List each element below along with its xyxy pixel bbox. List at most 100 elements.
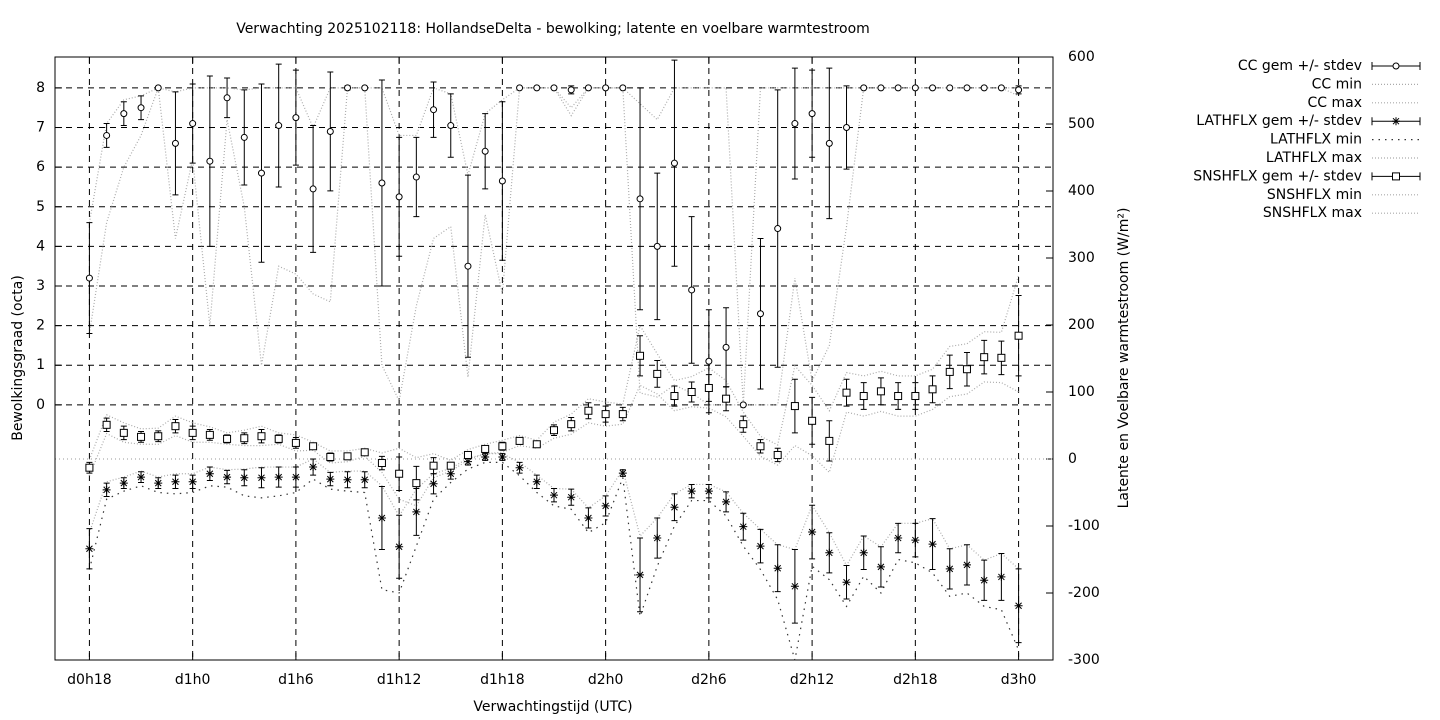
data-point (309, 185, 317, 193)
data-point (412, 479, 421, 488)
data-point (688, 286, 696, 294)
data-point (120, 110, 128, 118)
data-point (223, 434, 232, 443)
data-point (429, 479, 438, 488)
data-point (584, 84, 592, 92)
data-point (1014, 601, 1023, 610)
data-point (446, 461, 455, 470)
data-point (687, 487, 696, 496)
y-tick-label: 8 (36, 80, 45, 96)
data-point (498, 442, 507, 451)
data-point (980, 576, 989, 585)
x-tick-label: d2h0 (588, 672, 624, 688)
data-point (928, 540, 937, 549)
y2-tick-label: -300 (1068, 652, 1100, 668)
y2-tick-label: 400 (1068, 183, 1095, 199)
data-point (653, 534, 662, 543)
x-tick-label: d1h0 (175, 672, 211, 688)
data-point (722, 497, 731, 506)
data-point (360, 475, 369, 484)
y-tick-label: 1 (36, 357, 45, 373)
data-point (911, 84, 919, 92)
x-tick-label: d3h0 (1001, 672, 1037, 688)
data-point (154, 432, 163, 441)
data-point (274, 473, 283, 482)
data-point (602, 84, 610, 92)
data-point (963, 84, 971, 92)
data-point (481, 452, 490, 461)
data-point (911, 536, 920, 545)
data-point (756, 442, 765, 451)
data-point (257, 473, 266, 482)
data-point (205, 430, 214, 439)
data-point (395, 193, 403, 201)
data-point (774, 225, 782, 233)
data-point (739, 401, 747, 409)
data-point (653, 242, 661, 250)
data-point (860, 84, 868, 92)
y-tick-label: 6 (36, 159, 45, 175)
y-tick-label: 3 (36, 278, 45, 294)
data-point (567, 86, 575, 94)
y-tick-label: 2 (36, 318, 45, 334)
legend-label: LATHFLX max (1266, 150, 1362, 166)
data-point (705, 357, 713, 365)
data-point (292, 114, 300, 122)
data-point (395, 542, 404, 551)
legend-label: CC min (1312, 76, 1362, 92)
data-point (894, 392, 903, 401)
data-point (567, 420, 576, 429)
data-point (188, 428, 197, 437)
data-point (326, 127, 334, 135)
data-point (395, 469, 404, 478)
data-point (85, 544, 94, 553)
data-point (756, 542, 765, 551)
data-point (412, 173, 420, 181)
data-point (344, 84, 352, 92)
y-tick-label: 0 (36, 397, 45, 413)
data-point (343, 452, 352, 461)
data-point (309, 442, 318, 451)
data-point (636, 351, 645, 360)
data-point (618, 410, 627, 419)
data-point (859, 392, 868, 401)
data-point (446, 469, 455, 478)
data-point (962, 560, 971, 569)
data-point (1014, 331, 1023, 340)
data-point (739, 522, 748, 531)
data-point (85, 274, 93, 282)
data-point (205, 469, 214, 478)
data-point (584, 513, 593, 522)
data-point (722, 343, 730, 351)
data-point (601, 501, 610, 510)
data-point (532, 477, 541, 486)
data-point (876, 562, 885, 571)
data-point (601, 410, 610, 419)
data-point (980, 84, 988, 92)
data-point (962, 365, 971, 374)
x-tick-label: d2h6 (691, 672, 727, 688)
data-point (808, 528, 817, 537)
data-point (808, 110, 816, 118)
x-tick-label: d1h6 (278, 672, 314, 688)
data-point (515, 436, 524, 445)
data-point (102, 420, 111, 429)
data-point (119, 428, 128, 437)
data-point (515, 463, 524, 472)
data-point (257, 169, 265, 177)
legend-label: CC max (1307, 95, 1362, 111)
data-point (945, 564, 954, 573)
y2-tick-label: 0 (1068, 451, 1077, 467)
data-point (189, 120, 197, 128)
data-point (584, 406, 593, 415)
data-point (498, 177, 506, 185)
data-point (619, 84, 627, 92)
data-point (464, 262, 472, 270)
data-point (704, 383, 713, 392)
data-point (773, 450, 782, 459)
data-point (103, 131, 111, 139)
y2-tick-label: 100 (1068, 384, 1095, 400)
data-point (240, 434, 249, 443)
chart-title: Verwachting 2025102118: HollandseDelta -… (236, 21, 870, 37)
